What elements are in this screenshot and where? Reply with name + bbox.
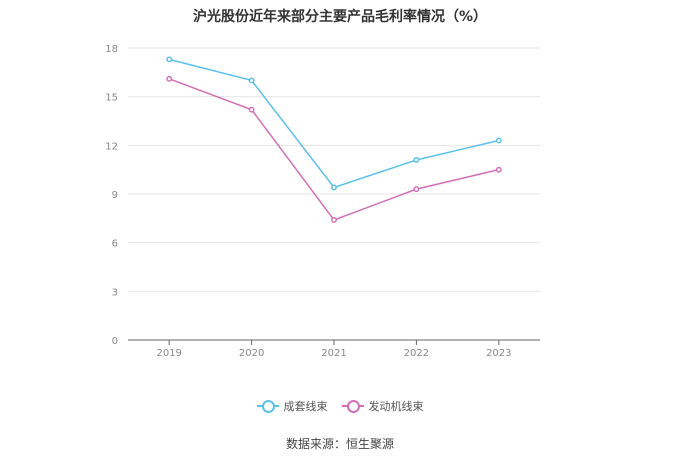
x-tick-label: 2021 [321,348,346,359]
legend-item-1[interactable]: 成套线束 [256,398,328,414]
y-tick-label: 6 [112,239,118,250]
legend: 成套线束 发动机线束 [0,398,680,414]
series-1-point [413,156,420,163]
legend-swatch [256,400,279,413]
legend-swatch [341,400,364,413]
series-2-point [495,166,502,173]
y-tick-label: 12 [105,141,118,152]
y-tick-label: 18 [105,44,118,55]
data-source-note: 数据来源：恒生聚源 [285,437,394,451]
series-2-point [248,106,255,113]
y-tick-label: 9 [112,190,118,201]
series-1-point [495,137,502,144]
series-2-point [166,75,173,82]
series-1-point [248,77,255,84]
series-2-point [413,186,420,193]
x-tick-label: 2019 [156,348,181,359]
series-line-1 [169,58,499,189]
series-1-point [331,184,337,191]
legend-marker [261,400,275,413]
x-tick-label: 2023 [486,348,511,359]
y-tick-label: 15 [105,93,118,104]
legend-label: 成套线束 [283,400,328,413]
x-tick-label: 2022 [404,348,429,359]
series-line-2 [168,78,499,221]
x-tick-label: 2020 [239,348,264,359]
y-tick-label: 0 [112,336,118,347]
y-tick-label: 3 [112,287,118,298]
legend-label: 发动机线束 [368,400,424,413]
chart-title: 沪光股份近年来部分主要产品毛利率情况（%） [192,9,488,25]
legend-marker [346,400,360,413]
legend-item-2[interactable]: 发动机线束 [341,398,424,414]
series-2-point [331,217,337,223]
series-1-point [166,56,173,63]
